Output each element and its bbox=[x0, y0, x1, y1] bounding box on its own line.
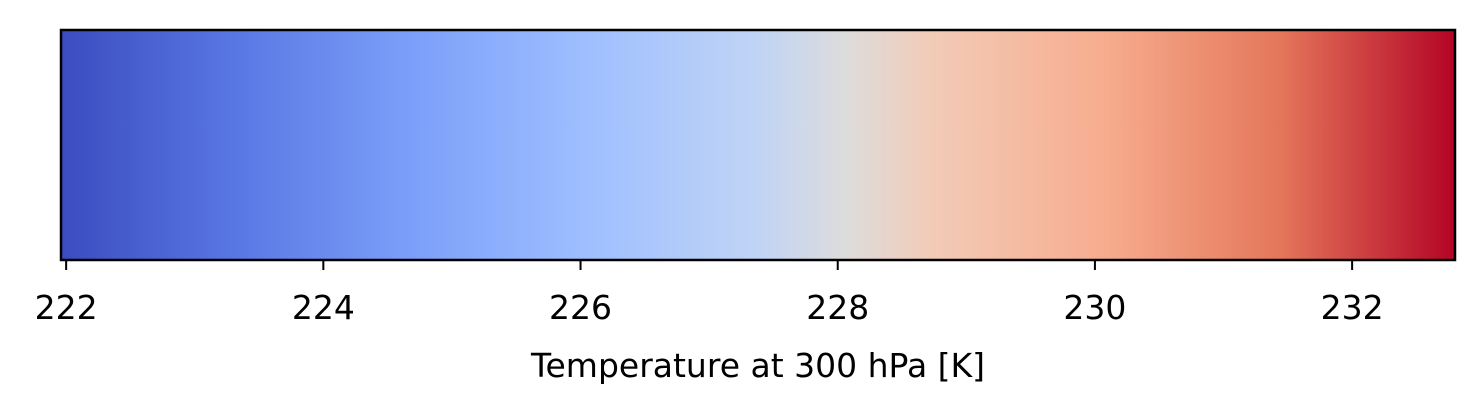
x-axis-label: Temperature at 300 hPa [K] bbox=[530, 346, 985, 385]
x-tick-label: 232 bbox=[1321, 288, 1384, 327]
x-tick-label: 230 bbox=[1063, 288, 1126, 327]
x-tick-label: 224 bbox=[292, 288, 355, 327]
x-axis-ticks: 222 224 226 228 230 232 bbox=[35, 260, 1384, 327]
x-tick-label: 226 bbox=[549, 288, 612, 327]
colorbar-gradient bbox=[61, 30, 1455, 260]
colorbar-frame bbox=[59, 28, 1457, 262]
x-tick-label: 222 bbox=[35, 288, 98, 327]
x-tick-label: 228 bbox=[806, 288, 869, 327]
